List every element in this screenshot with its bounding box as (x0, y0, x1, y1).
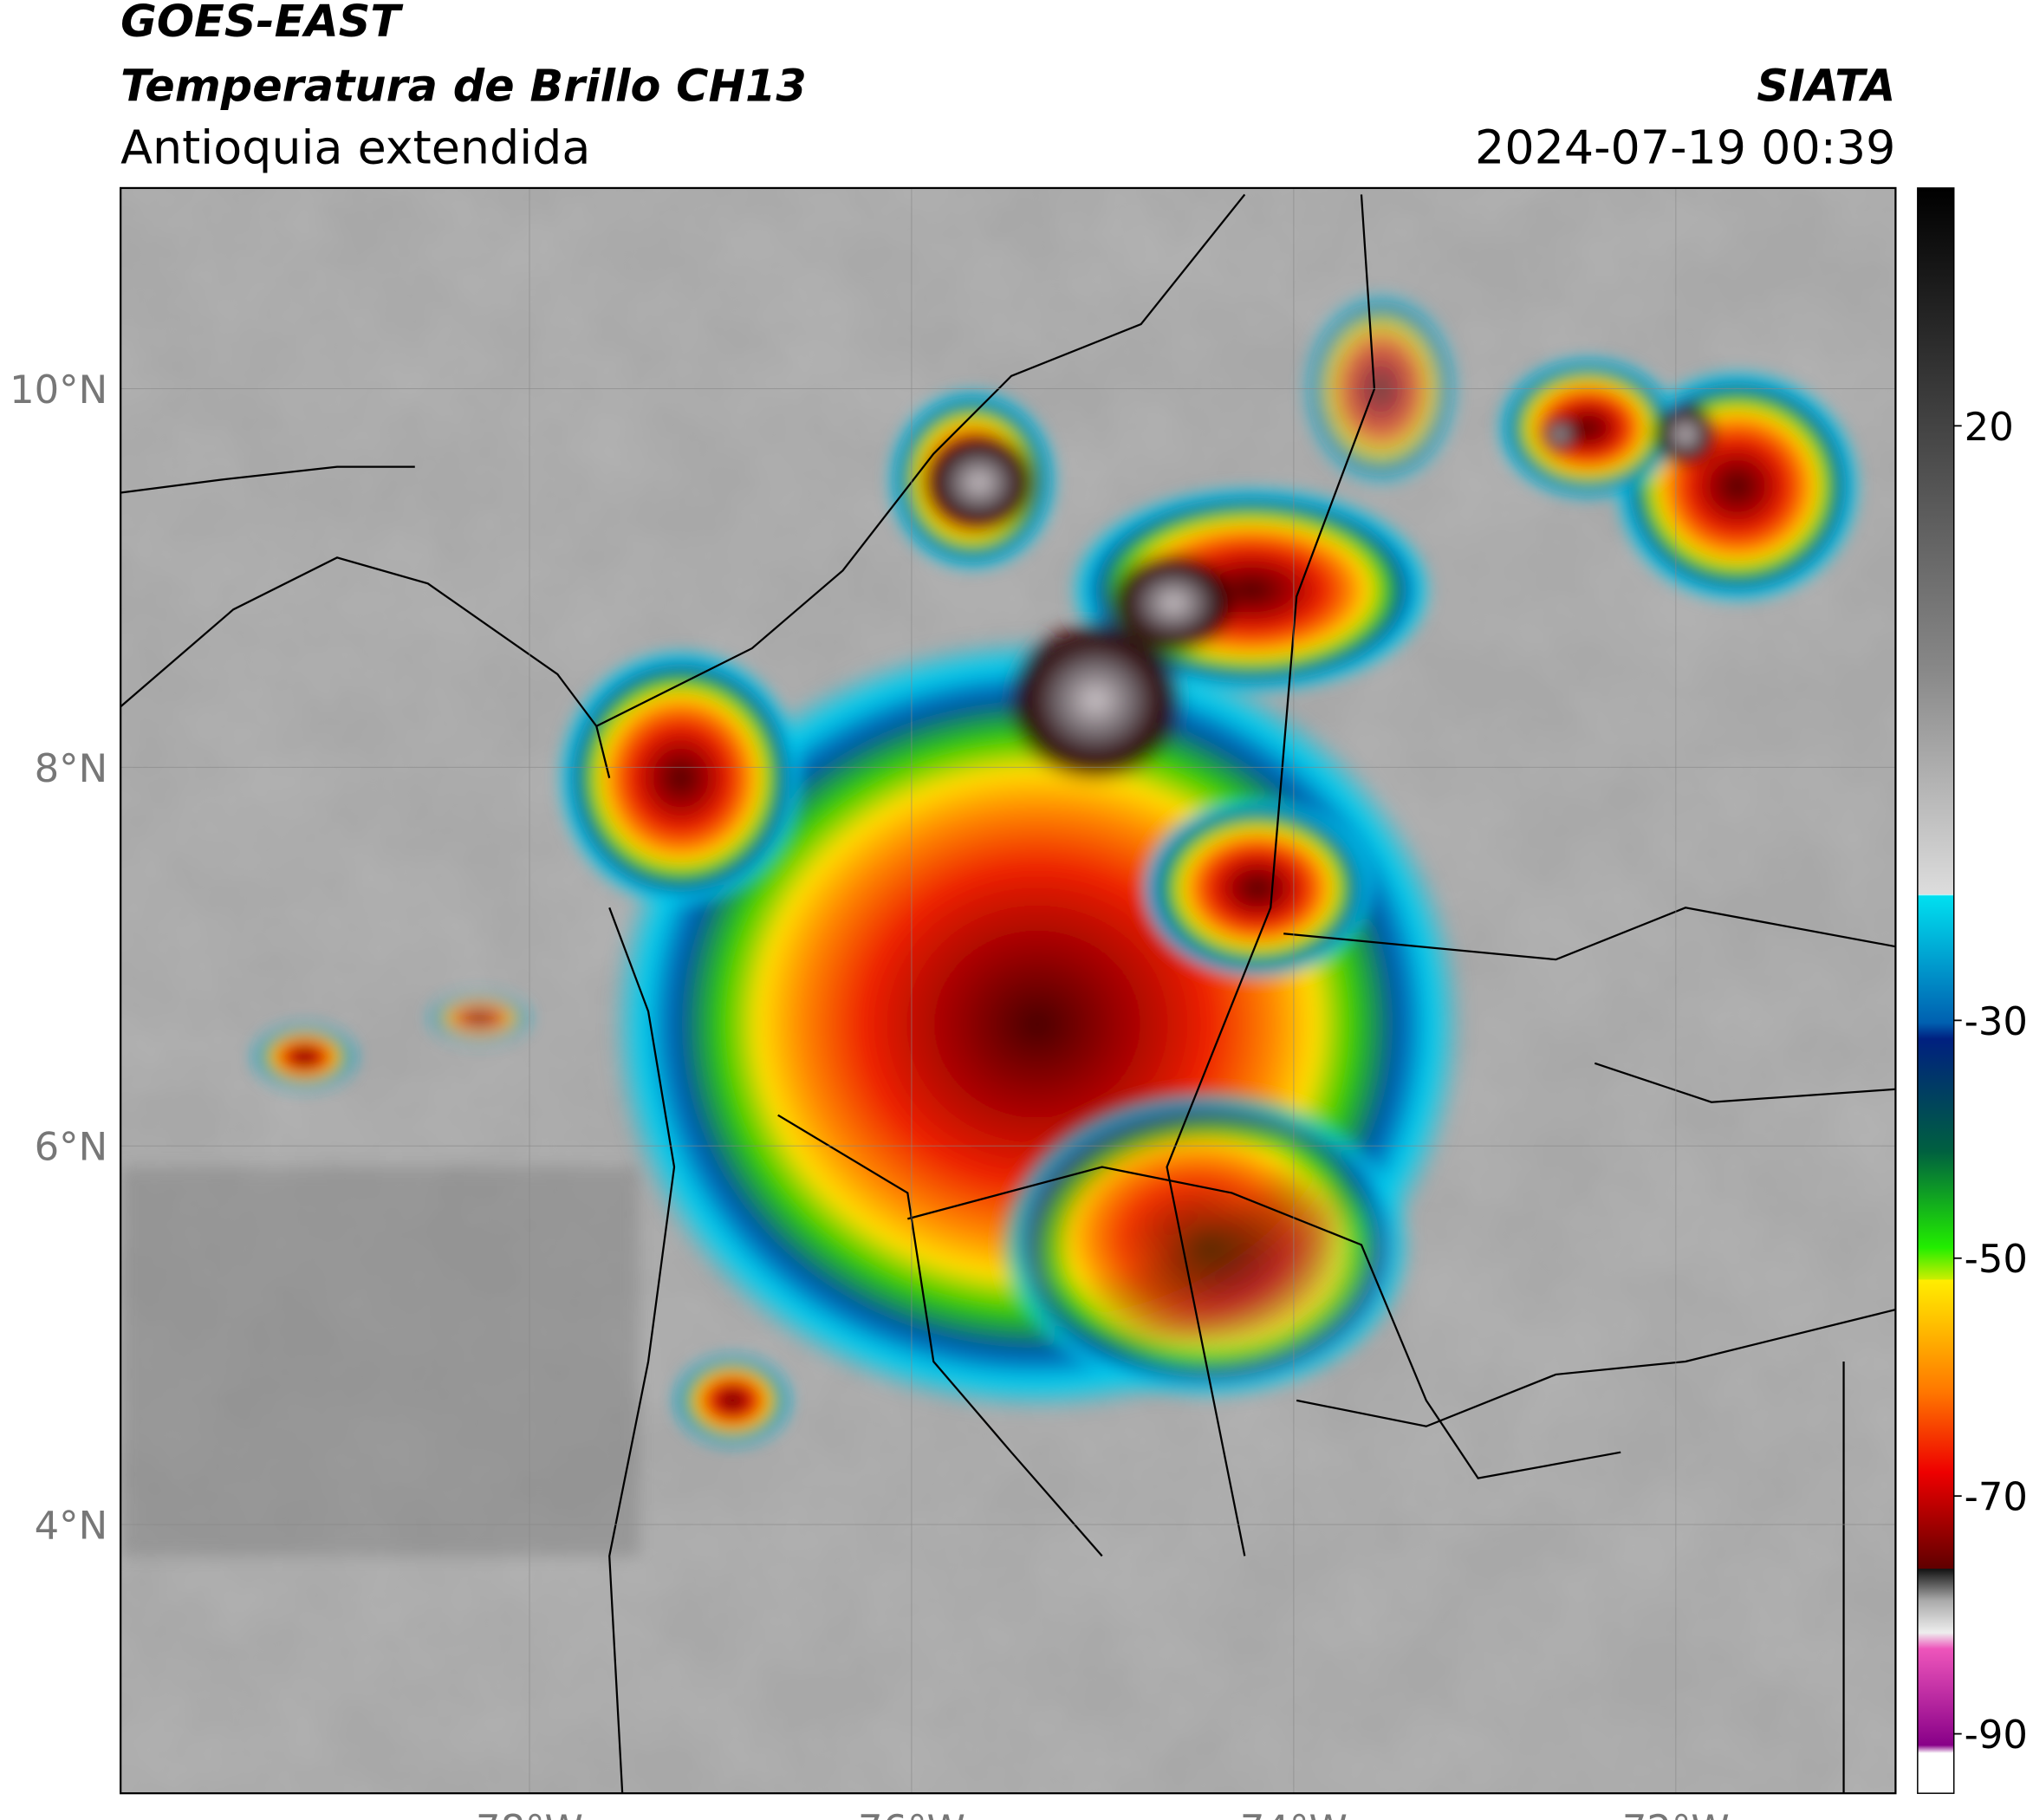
datetime: 2024-07-19 00:39 (1475, 120, 1895, 175)
y-tick-label: 8°N (35, 745, 108, 791)
colorbar-tick-label: -50 (1965, 1236, 2028, 1282)
colorbar-tick-label: -30 (1965, 998, 2028, 1044)
title: GOES-EAST (120, 0, 404, 47)
x-tick-label: 72°W (1622, 1806, 1730, 1820)
x-tick-label: 76°W (858, 1806, 965, 1820)
x-tick-label: 74°W (1240, 1806, 1348, 1820)
map (120, 187, 1896, 1794)
region: Antioquia extendida (120, 120, 590, 175)
colorbar-tick-label: 20 (1965, 404, 2014, 450)
x-tick-label: 78°W (476, 1806, 583, 1820)
subtitle: Temperatura de Brillo CH13 (120, 61, 807, 112)
map-frame (120, 186, 1897, 1795)
y-tick-label: 10°N (10, 367, 107, 413)
colorbar-tick-label: -90 (1965, 1712, 2028, 1758)
colorbar-tick-label: -70 (1965, 1474, 2028, 1520)
y-tick-label: 6°N (35, 1124, 108, 1170)
colorbar (1917, 187, 1955, 1794)
source: SIATA (1757, 61, 1895, 112)
y-tick-label: 4°N (35, 1502, 108, 1548)
